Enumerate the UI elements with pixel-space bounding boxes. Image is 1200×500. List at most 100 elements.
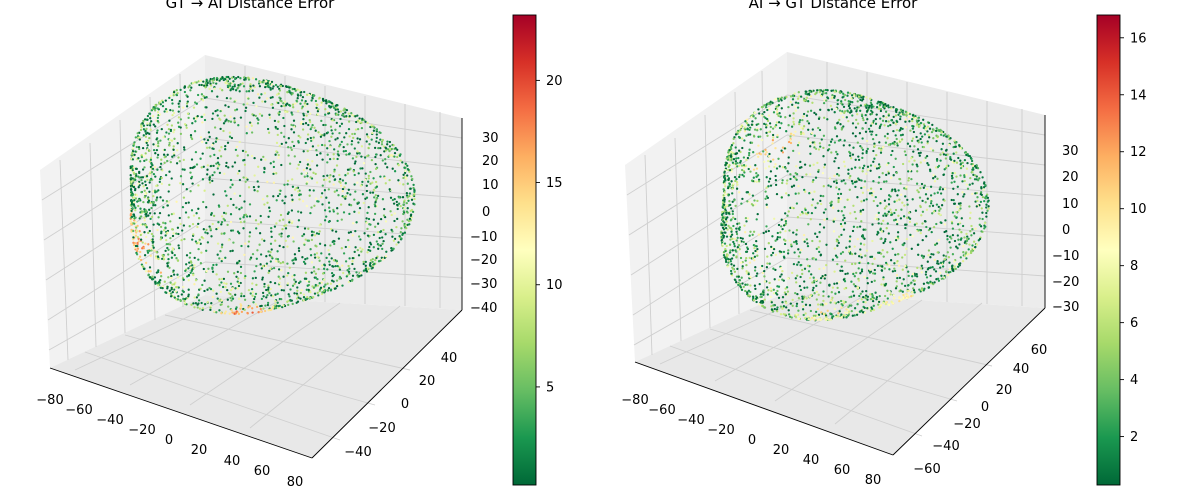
scatter-point: [780, 196, 783, 199]
scatter-point: [238, 232, 241, 235]
scatter-point: [831, 206, 835, 209]
scatter-point: [842, 95, 845, 98]
scatter-point: [192, 233, 195, 236]
scatter-point: [183, 148, 186, 151]
scatter-point: [300, 120, 303, 124]
scatter-point: [356, 152, 359, 155]
scatter-point: [233, 77, 237, 81]
scatter-point: [130, 215, 134, 218]
scatter-point: [936, 191, 939, 194]
scatter-point: [948, 235, 952, 239]
scatter-point: [803, 99, 806, 102]
scatter-point: [294, 280, 297, 283]
scatter-point: [299, 136, 302, 139]
scatter-point: [172, 152, 176, 155]
scatter-point: [256, 93, 260, 96]
scatter-point: [982, 188, 985, 191]
scatter-point: [888, 268, 891, 271]
scatter-point: [734, 179, 737, 183]
scatter-point: [315, 164, 319, 167]
scatter-point: [231, 295, 234, 298]
scatter-point: [746, 217, 750, 220]
scatter-point: [356, 150, 359, 153]
scatter-point: [213, 310, 216, 313]
scatter-point: [796, 144, 800, 147]
scatter-point: [951, 176, 954, 180]
scatter-point: [203, 303, 207, 306]
scatter-point: [854, 158, 857, 161]
scatter-point: [147, 274, 150, 277]
scatter-point: [883, 267, 886, 270]
scatter-point: [366, 227, 369, 231]
scatter-point: [300, 172, 303, 175]
scatter-point: [837, 200, 840, 204]
scatter-point: [340, 218, 343, 221]
scatter-point: [267, 286, 270, 289]
scatter-point: [149, 276, 152, 279]
scatter-point: [155, 251, 158, 254]
scatter-point: [367, 180, 370, 183]
scatter-point: [258, 232, 262, 235]
scatter-point: [896, 252, 900, 256]
scatter-point: [872, 119, 875, 123]
scatter-point: [817, 117, 821, 121]
scatter-point: [863, 180, 867, 183]
scatter-point: [735, 230, 738, 233]
scatter-point: [383, 177, 387, 180]
scatter-point: [861, 290, 864, 293]
scatter-point: [855, 271, 858, 275]
scatter-point: [236, 270, 239, 274]
scatter-point: [963, 175, 966, 179]
scatter-point: [317, 144, 320, 147]
scatter-point: [747, 124, 750, 127]
scatter-point: [181, 183, 185, 186]
scatter-point: [366, 211, 369, 215]
scatter-point: [929, 274, 932, 278]
scatter-point: [200, 97, 203, 101]
scatter-point: [173, 137, 176, 140]
scatter-point: [398, 182, 402, 185]
scatter-point: [959, 174, 962, 177]
scatter-point: [850, 94, 854, 97]
scatter-point: [188, 225, 191, 228]
scatter-point: [286, 282, 290, 285]
scatter-point: [853, 314, 856, 317]
scatter-point: [744, 164, 748, 167]
scatter-point: [913, 145, 916, 148]
scatter-point: [321, 272, 325, 275]
scatter-point: [957, 202, 961, 205]
scatter-point: [297, 219, 301, 222]
scatter-point: [957, 156, 960, 160]
scatter-point: [899, 108, 903, 111]
scatter-point: [813, 134, 816, 137]
scatter-point: [199, 136, 203, 139]
scatter-point: [828, 143, 831, 147]
scatter-point: [899, 115, 902, 118]
scatter-point: [858, 132, 862, 135]
scatter-point: [861, 208, 865, 212]
scatter-point: [755, 167, 759, 170]
scatter-point: [899, 134, 903, 137]
scatter-point: [739, 126, 742, 129]
scatter-point: [950, 222, 954, 225]
scatter-point: [148, 132, 151, 136]
scatter-point: [140, 178, 143, 182]
scatter-point: [154, 152, 157, 155]
scatter-point: [186, 112, 190, 115]
scatter-point: [887, 161, 890, 165]
scatter-point: [904, 120, 907, 123]
scatter-point: [314, 172, 317, 176]
scatter-point: [177, 105, 181, 108]
scatter-point: [723, 206, 726, 209]
scatter-point: [198, 307, 202, 310]
grid-line: [659, 293, 813, 365]
scatter-point: [206, 168, 209, 171]
scatter-point: [392, 239, 396, 242]
scatter-point: [727, 194, 730, 197]
scatter-point: [895, 142, 899, 145]
scatter-point: [809, 95, 813, 98]
scatter-point: [321, 291, 324, 294]
scatter-point: [333, 106, 336, 109]
scatter-point: [843, 93, 847, 97]
scatter-point: [191, 238, 194, 241]
